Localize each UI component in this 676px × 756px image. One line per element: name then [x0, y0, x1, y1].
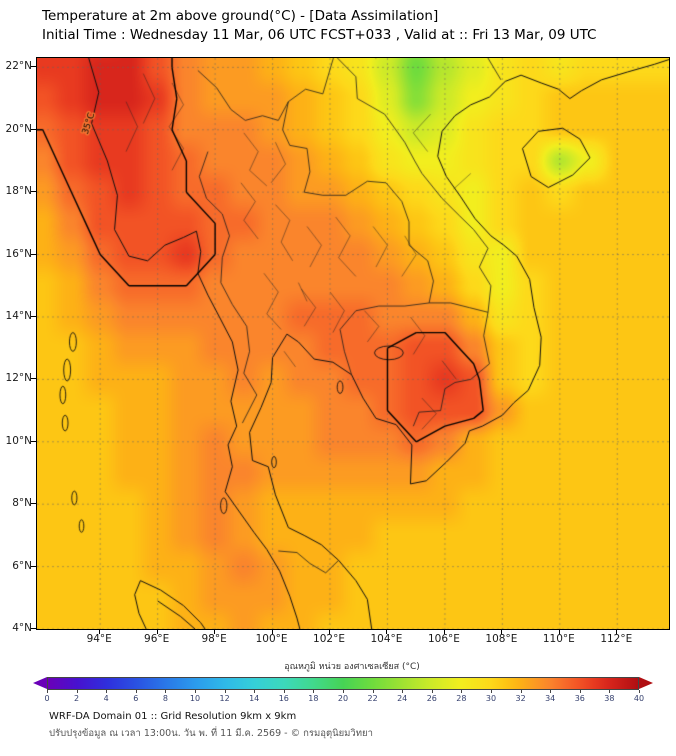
colorbar-tick-mark — [639, 690, 640, 693]
colorbar-tick-mark — [313, 690, 315, 693]
colorbar-tick-label: 2 — [74, 694, 80, 703]
colorbar-tick-label: 32 — [515, 694, 526, 703]
colorbar-tick-label: 10 — [189, 694, 201, 703]
lon-tick-mark — [329, 629, 331, 634]
colorbar-tick-mark — [106, 690, 108, 693]
lon-tick-label: 108°E — [485, 633, 518, 645]
colorbar-tick-mark — [461, 690, 463, 693]
lon-tick-mark — [443, 629, 445, 634]
lat-tick-mark — [31, 253, 36, 255]
lon-tick-mark — [99, 629, 101, 634]
lon-tick-label: 110°E — [542, 633, 575, 645]
lon-tick-label: 104°E — [370, 633, 403, 645]
colorbar-title: อุณหภูมิ หน่วย องศาเซลเซียส (°C) — [284, 662, 420, 672]
lat-tick-mark — [31, 66, 36, 68]
lat-tick-mark — [31, 128, 36, 130]
lat-tick-label: 16°N — [5, 247, 32, 260]
colorbar-tick-label: 28 — [456, 694, 467, 703]
colorbar-tick-label: 38 — [604, 694, 615, 703]
lat-tick-label: 18°N — [5, 185, 32, 198]
footer-update-info: ปรับปรุงข้อมูล ณ เวลา 13:00น. วัน พ. ที่… — [49, 728, 373, 739]
lat-tick-label: 8°N — [12, 497, 32, 510]
lat-tick-label: 6°N — [12, 559, 32, 572]
lon-tick-label: 96°E — [144, 633, 170, 645]
lon-tick-mark — [386, 629, 388, 634]
colorbar-tick-label: 26 — [426, 694, 437, 703]
colorbar-tick-label: 40 — [633, 694, 645, 703]
lat-tick-mark — [31, 440, 36, 442]
colorbar-right-arrow — [639, 677, 653, 689]
colorbar-tick-mark — [520, 690, 522, 693]
lon-tick-mark — [501, 629, 503, 634]
lat-tick-label: 20°N — [5, 122, 32, 135]
map-plot-area — [36, 57, 670, 630]
colorbar-tick-label: 30 — [485, 694, 497, 703]
lat-tick-label: 4°N — [12, 622, 32, 634]
colorbar-tick-label: 18 — [308, 694, 319, 703]
lon-tick-label: 98°E — [201, 633, 227, 645]
lat-tick-mark — [31, 315, 36, 317]
colorbar-left-arrow — [33, 677, 47, 689]
lon-tick-mark — [156, 629, 158, 634]
lat-tick-mark — [31, 628, 36, 629]
header: Temperature at 2m above ground(°C) - [Da… — [42, 7, 596, 45]
colorbar-tick-mark — [402, 690, 404, 693]
lon-tick-mark — [616, 629, 618, 634]
colorbar-tick-mark — [135, 690, 137, 693]
colorbar-tick-label: 0 — [44, 694, 50, 703]
colorbar-tick-mark — [254, 690, 256, 693]
colorbar-tick-label: 22 — [367, 694, 378, 703]
lat-tick-mark — [31, 191, 36, 193]
lon-tick-label: 100°E — [255, 633, 288, 645]
colorbar-tick-mark — [609, 690, 611, 693]
lat-tick-label: 22°N — [5, 60, 32, 73]
temperature-heatmap-canvas — [37, 58, 669, 629]
colorbar-tick-mark — [343, 690, 344, 693]
colorbar-tick-label: 20 — [337, 694, 349, 703]
colorbar-tick-label: 8 — [162, 694, 168, 703]
footer-domain-info: WRF-DA Domain 01 :: Grid Resolution 9km … — [49, 711, 297, 722]
lat-tick-label: 10°N — [5, 434, 32, 447]
colorbar-gradient — [47, 677, 639, 690]
colorbar-tick-mark — [550, 690, 552, 693]
colorbar-tick-mark — [372, 690, 374, 693]
lon-tick-label: 106°E — [427, 633, 460, 645]
lon-tick-mark — [214, 629, 216, 634]
colorbar-tick-label: 12 — [219, 694, 230, 703]
lon-tick-label: 102°E — [313, 633, 345, 645]
colorbar-tick-mark — [283, 690, 285, 693]
colorbar-tick-mark — [491, 690, 492, 693]
lon-tick-label: 94°E — [86, 633, 112, 645]
colorbar-tick-label: 36 — [574, 694, 585, 703]
lat-tick-mark — [31, 503, 36, 505]
colorbar-tick-mark — [431, 690, 433, 693]
colorbar-tick-label: 24 — [397, 694, 408, 703]
colorbar-tick-mark — [579, 690, 581, 693]
colorbar-tick-label: 6 — [133, 694, 139, 703]
colorbar-tick-label: 16 — [278, 694, 289, 703]
lat-tick-mark — [31, 565, 36, 567]
colorbar-tick-mark — [76, 690, 78, 693]
lon-tick-mark — [271, 629, 273, 634]
lat-tick-mark — [31, 378, 36, 380]
colorbar-tick-label: 34 — [545, 694, 556, 703]
map-title: Temperature at 2m above ground(°C) - [Da… — [42, 8, 439, 24]
colorbar-tick-mark — [195, 690, 196, 693]
lon-tick-label: 112°E — [600, 633, 633, 645]
lon-tick-mark — [558, 629, 560, 634]
colorbar-tick-label: 4 — [103, 694, 109, 703]
lat-tick-label: 14°N — [5, 309, 32, 322]
map-subtitle: Initial Time : Wednesday 11 Mar, 06 UTC … — [42, 27, 597, 43]
colorbar-tick-mark — [47, 690, 48, 693]
colorbar-tick-mark — [224, 690, 226, 693]
colorbar-tick-mark — [165, 690, 167, 693]
lat-tick-label: 12°N — [5, 372, 32, 385]
colorbar-tick-label: 14 — [249, 694, 260, 703]
